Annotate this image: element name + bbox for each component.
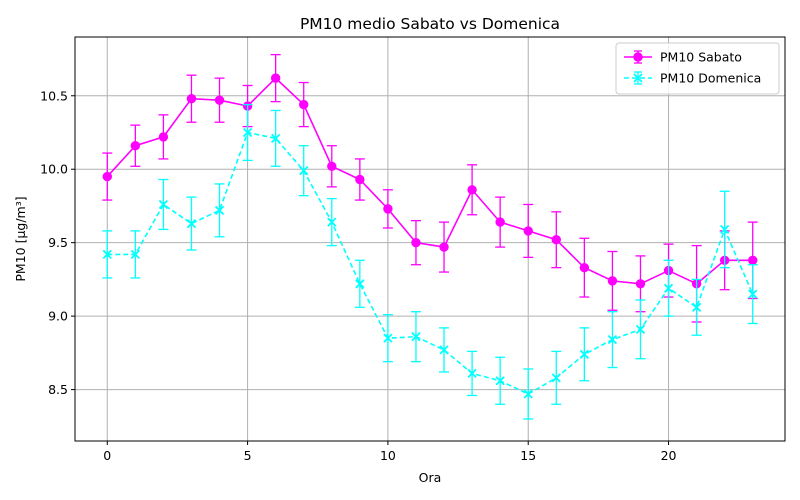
data-point (355, 279, 365, 289)
data-point (691, 302, 702, 312)
data-point (495, 376, 505, 386)
plot-frame (74, 36, 786, 442)
data-point (439, 242, 449, 252)
data-point (158, 132, 169, 142)
data-point (579, 262, 590, 273)
chart-title: PM10 medio Sabato vs Domenica (300, 15, 560, 33)
legend-item: PM10 Sabato (624, 50, 742, 65)
y-tick-label: 8.5 (48, 382, 68, 397)
data-point (383, 204, 393, 214)
y-tick-label: 10.5 (40, 88, 68, 103)
series-domenica (102, 103, 758, 420)
x-tick-label: 20 (661, 448, 677, 463)
data-point (523, 226, 533, 236)
legend-box (615, 42, 780, 95)
y-tick-label: 9.5 (48, 235, 68, 250)
data-point (271, 133, 281, 144)
data-point (748, 255, 758, 266)
y-tick-label: 10.0 (40, 162, 68, 177)
data-point (327, 161, 337, 171)
series-sabato (102, 53, 758, 323)
data-point (579, 349, 589, 359)
legend-item: PM10 Domenica (624, 71, 761, 86)
data-point (748, 289, 758, 299)
data-point (523, 389, 533, 399)
legend-marker (633, 52, 643, 62)
data-point (607, 334, 618, 345)
data-point (383, 333, 393, 343)
data-point (299, 99, 309, 110)
data-point (186, 94, 197, 104)
data-point (635, 279, 646, 289)
legend-label: PM10 Domenica (660, 71, 761, 86)
data-point (186, 218, 197, 229)
data-point (411, 332, 421, 342)
y-axis-title: PM10 [µg/m³] (13, 196, 28, 281)
x-tick-label: 5 (244, 448, 252, 463)
data-point (467, 185, 477, 195)
legend-marker (633, 73, 643, 83)
data-point (130, 141, 141, 151)
series-line-domenica (107, 131, 754, 395)
x-tick-label: 10 (380, 448, 396, 463)
grid (75, 37, 785, 441)
data-point (214, 205, 225, 215)
data-point (270, 73, 281, 83)
data-point (242, 127, 253, 138)
data-point (495, 217, 505, 227)
data-point (299, 166, 309, 176)
data-point (158, 199, 169, 210)
data-point (327, 217, 337, 227)
legend-label: PM10 Sabato (660, 50, 742, 65)
legend: PM10 Sabato PM10 Domenica (615, 42, 780, 95)
data-point (214, 95, 225, 105)
data-point (720, 224, 730, 235)
data-point (439, 345, 449, 355)
data-point (635, 324, 646, 334)
data-point (607, 276, 618, 286)
data-point (130, 249, 140, 260)
y-tick-label: 9.0 (48, 309, 68, 324)
x-axis-title: Ora (419, 470, 442, 485)
x-tick-label: 0 (103, 448, 111, 463)
data-point (102, 171, 112, 182)
x-tick-label: 15 (520, 448, 536, 463)
ticks: 0 5 10 15 20 8.5 9.0 9.5 10.0 10.5 (40, 88, 676, 463)
data-point (551, 235, 561, 245)
data-point (663, 283, 674, 293)
series-layer (102, 53, 758, 420)
data-point (551, 373, 561, 383)
series-line-sabato (106, 77, 753, 285)
data-point (411, 237, 421, 248)
data-point (102, 249, 112, 260)
data-point (355, 174, 365, 185)
data-point (467, 368, 477, 379)
